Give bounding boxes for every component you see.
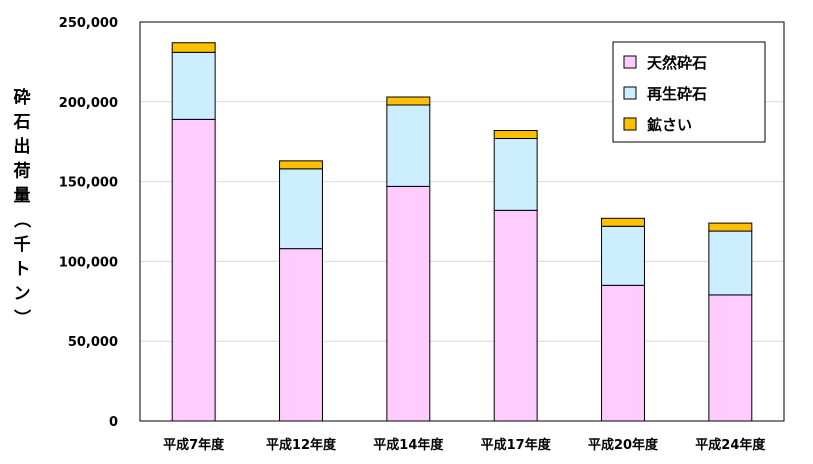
- y-axis-label-char: 千: [14, 235, 31, 255]
- x-tick-label: 平成7年度: [163, 437, 225, 453]
- y-tick-label: 250,000: [59, 16, 118, 31]
- bar-segment: [601, 217, 645, 227]
- bar-segment: [601, 225, 645, 286]
- bar-segment: [493, 130, 538, 140]
- y-axis-label-char: ）: [11, 309, 32, 326]
- bar-segment: [601, 284, 645, 422]
- bar-segment: [386, 104, 431, 187]
- bar-segment: [279, 168, 323, 250]
- x-axis-ticks: 平成7年度 平成12年度 平成14年度 平成17年度 平成20年度 平成24年度: [163, 437, 766, 453]
- bar-segment: [171, 42, 216, 53]
- x-tick-label: 平成14年度: [373, 437, 444, 453]
- plot-area-frame: [139, 21, 785, 422]
- y-tick-label: 200,000: [59, 96, 118, 111]
- y-axis-label-char: 出: [14, 136, 31, 157]
- legend-label: 天然砕石: [647, 54, 707, 72]
- bar-segment: [708, 294, 753, 422]
- legend-box: [612, 41, 766, 143]
- y-axis-label-char: 石: [13, 113, 31, 133]
- legend-swatch: [623, 86, 637, 100]
- bar-segment: [279, 160, 323, 170]
- y-tick-label: 0: [109, 415, 118, 430]
- bar-segment: [708, 222, 753, 232]
- y-axis-label-char: （: [11, 211, 32, 228]
- bars: [171, 42, 753, 422]
- y-tick-label: 100,000: [59, 255, 118, 270]
- legend-swatch: [623, 117, 637, 131]
- x-tick-label: 平成24年度: [695, 437, 766, 453]
- x-tick-label: 平成17年度: [481, 437, 552, 453]
- bar-segment: [171, 51, 216, 120]
- bar-segment: [493, 138, 538, 211]
- x-tick-label: 平成20年度: [588, 437, 659, 453]
- x-tick-label: 平成12年度: [266, 437, 337, 453]
- y-axis-label-char: 荷: [14, 161, 31, 182]
- y-axis-label-char: ン: [14, 284, 31, 304]
- legend-swatch: [623, 55, 637, 69]
- bar-segment: [493, 209, 538, 422]
- bar-segment: [386, 185, 431, 422]
- bar-segment: [171, 118, 216, 422]
- y-axis-ticks: 0 50,000 100,000 150,000 200,000 250,000: [59, 16, 118, 430]
- legend-label: 再生砕石: [647, 85, 707, 103]
- bar-segment: [386, 96, 431, 106]
- bar-segment: [279, 248, 323, 422]
- y-axis-label-char: 量: [14, 185, 31, 206]
- y-axis-label-char: ト: [14, 260, 31, 280]
- legend-label: 鉱さい: [647, 116, 692, 134]
- y-axis-label-char: 砕: [14, 87, 31, 108]
- bar-segment: [708, 230, 753, 296]
- y-tick-label: 150,000: [59, 176, 118, 191]
- y-tick-label: 50,000: [68, 335, 118, 350]
